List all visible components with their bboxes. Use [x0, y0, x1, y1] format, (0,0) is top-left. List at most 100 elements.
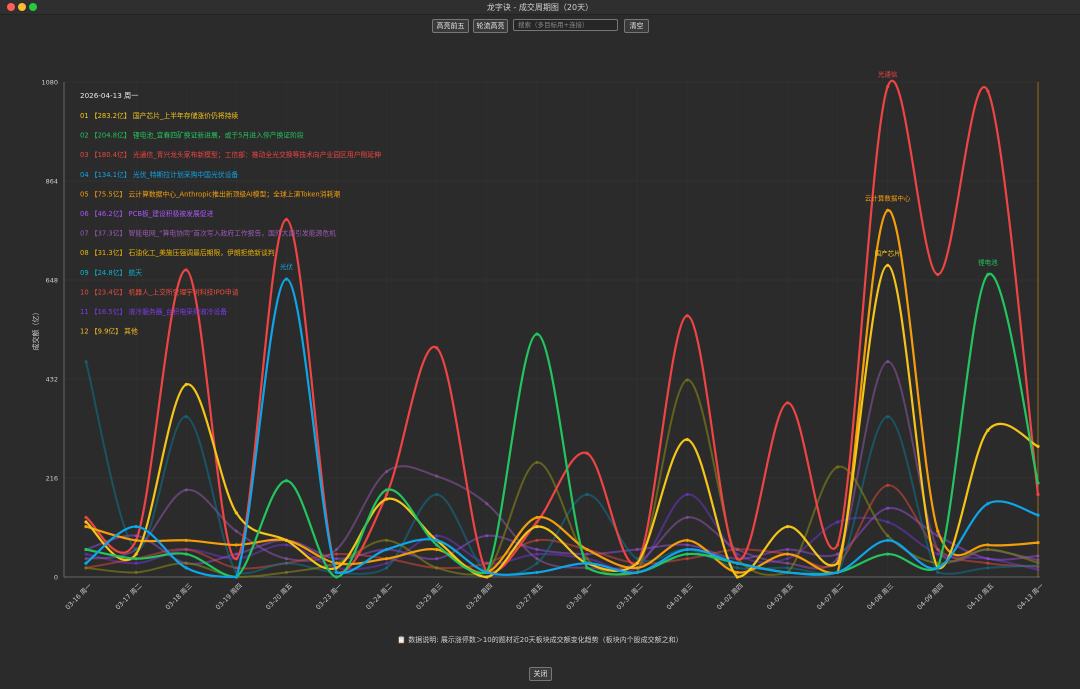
data-point: [134, 534, 138, 538]
series-line: [85, 209, 1039, 575]
toolbar: 高亮前五 轮流高亮 清空: [0, 19, 1080, 33]
data-point: [886, 506, 890, 510]
data-point: [184, 538, 188, 542]
data-point: [785, 566, 790, 570]
tooltip-item: 10 【23.4亿】 机器人_上交所受理宇树科技IPO申请: [80, 287, 239, 296]
data-point: [735, 575, 739, 579]
tooltip-item: 12 【9.9亿】 其他: [80, 327, 138, 336]
data-point: [334, 557, 339, 561]
data-point: [234, 575, 238, 579]
data-point: [936, 570, 940, 575]
data-point: [334, 570, 339, 575]
data-point: [886, 538, 890, 542]
data-point: [635, 557, 639, 561]
data-point: [84, 552, 88, 556]
tooltip-item: 11 【16.5亿】 液冷服务器_台积电采购液冷设备: [80, 307, 227, 316]
data-point: [134, 570, 138, 575]
data-point: [986, 502, 990, 506]
x-tick-label: 03-17 周二: [114, 581, 144, 611]
y-axis-label: 成交额（亿）: [31, 309, 40, 351]
y-tick-label: 648: [46, 277, 58, 285]
data-point: [284, 277, 289, 281]
data-point: [284, 538, 289, 542]
data-point: [585, 552, 589, 556]
x-tick-label: 04-09 周四: [916, 582, 946, 612]
data-point: [886, 520, 890, 524]
data-point: [1036, 513, 1040, 517]
series-line: [85, 360, 1039, 570]
data-point: [735, 557, 739, 561]
tooltip-date: 2026-04-13 周一: [80, 91, 138, 100]
x-tick-label: 03-20 周五: [264, 581, 294, 611]
data-point: [535, 332, 539, 336]
data-point: [835, 520, 840, 524]
data-point: [785, 561, 790, 565]
data-point: [184, 414, 188, 419]
clear-button[interactable]: 清空: [624, 19, 649, 33]
data-point: [1036, 558, 1040, 562]
x-tick-label: 04-01 周三: [665, 581, 695, 611]
data-point: [785, 552, 790, 556]
x-tick-label: 03-27 周五: [515, 581, 545, 611]
data-point: [685, 538, 689, 542]
data-point: [334, 552, 339, 556]
data-point: [234, 566, 238, 570]
data-point: [936, 272, 940, 277]
data-point: [485, 561, 489, 565]
search-input[interactable]: [513, 19, 618, 31]
y-tick-label: 432: [46, 376, 58, 384]
data-point: [535, 520, 539, 524]
y-tick-label: 864: [46, 178, 58, 186]
data-point: [785, 570, 790, 575]
x-tick-label: 03-31 周二: [615, 581, 645, 611]
data-point: [986, 566, 990, 570]
data-point: [535, 561, 539, 565]
data-point: [134, 538, 138, 542]
data-point: [84, 515, 88, 520]
data-point: [685, 314, 689, 318]
data-point: [284, 217, 289, 222]
data-point: [485, 502, 489, 506]
series-line: [85, 493, 1039, 572]
data-point: [385, 566, 389, 570]
data-point: [435, 547, 439, 552]
y-tick-label: 0: [54, 574, 58, 582]
data-point: [735, 561, 739, 565]
data-point: [184, 268, 188, 272]
y-tick-label: 216: [46, 475, 58, 483]
highlight-top5-button[interactable]: 高亮前五: [432, 19, 469, 33]
data-point: [435, 534, 439, 538]
x-tick-label: 03-30 周一: [565, 581, 595, 611]
close-window-icon[interactable]: [7, 3, 15, 11]
data-point: [1036, 563, 1040, 568]
data-point: [936, 561, 940, 565]
data-point: [585, 492, 589, 497]
tooltip-item: 06 【46.2亿】 PCB板_建设积极被发展促进: [80, 209, 214, 218]
data-point: [986, 89, 990, 93]
data-point: [685, 557, 689, 561]
data-point: [234, 511, 238, 515]
close-button[interactable]: 关闭: [529, 667, 552, 681]
data-point: [1036, 554, 1040, 558]
data-point: [535, 570, 539, 575]
data-point: [835, 465, 840, 469]
data-point: [735, 566, 739, 570]
minimize-window-icon[interactable]: [18, 3, 26, 11]
data-point: [735, 547, 739, 552]
data-point: [635, 570, 639, 575]
data-point: [234, 570, 238, 575]
data-point: [284, 561, 289, 565]
maximize-window-icon[interactable]: [29, 3, 37, 11]
series-line: [85, 277, 1039, 579]
data-point: [84, 557, 88, 561]
title-bar: 龙字诀 - 成交周期图（20天）: [0, 0, 1080, 15]
cycle-highlight-button[interactable]: 轮流高亮: [473, 19, 508, 33]
data-point: [134, 524, 138, 529]
data-point: [886, 263, 890, 267]
data-point: [535, 552, 539, 556]
data-point: [535, 460, 539, 465]
data-point: [84, 547, 88, 552]
data-point: [785, 401, 790, 405]
data-point: [685, 552, 689, 556]
x-tick-label: 04-10 周五: [966, 581, 996, 611]
